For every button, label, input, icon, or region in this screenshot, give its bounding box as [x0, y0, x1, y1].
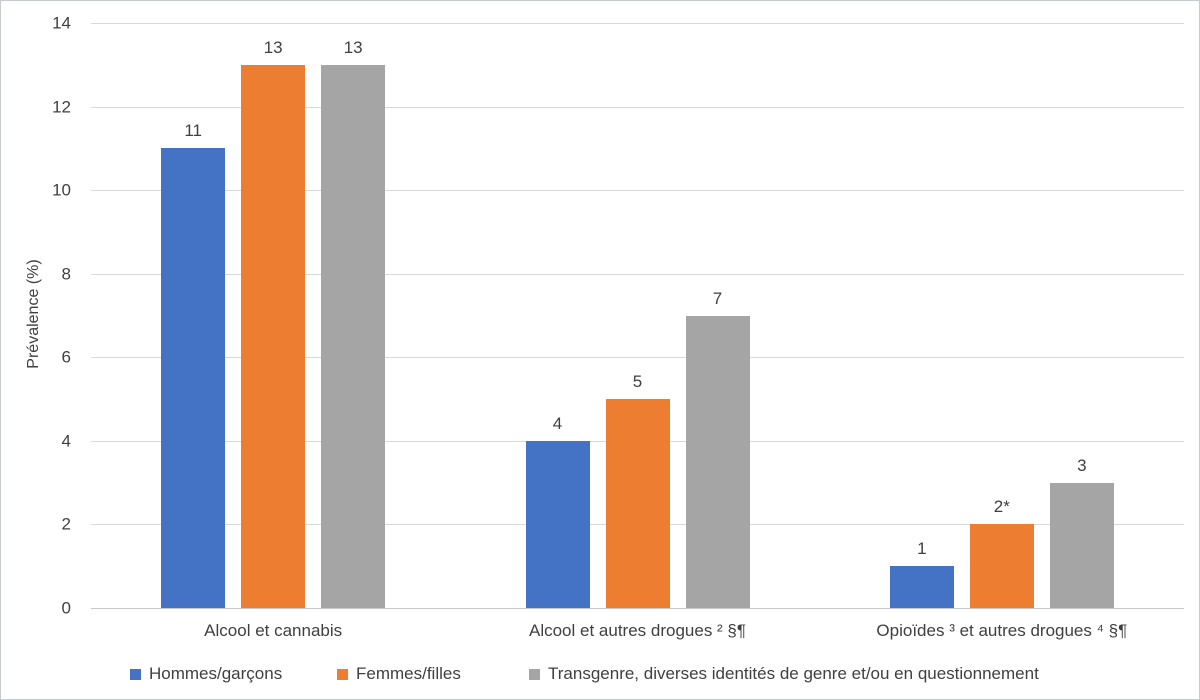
- gridline: [91, 190, 1184, 191]
- y-tick-label: 10: [52, 180, 71, 200]
- legend-label: Transgenre, diverses identités de genre …: [548, 664, 1039, 683]
- bar-value-label: 7: [712, 288, 723, 308]
- plot-area: 11 13 13 4 5 7 1 2* 3: [91, 23, 1184, 609]
- y-tick-label: 12: [52, 97, 71, 117]
- category-label: Alcool et autres drogues ² §¶: [528, 621, 747, 640]
- bar-value-label: 1: [917, 539, 927, 559]
- bar-value-label: 3: [1077, 455, 1087, 475]
- y-axis-tick-labels: 0 2 4 6 8 10 12 14: [1, 15, 71, 617]
- legend-label: Femmes/filles: [356, 664, 461, 683]
- legend-swatch-icon: [337, 669, 348, 680]
- bar-transgenre-1: [321, 64, 386, 608]
- bar-hommes-3: [889, 566, 954, 608]
- legend-swatch-icon: [130, 669, 141, 680]
- y-tick-label: 6: [61, 347, 71, 367]
- bar-femmes-1: [241, 64, 306, 608]
- bar-femmes-2: [605, 399, 670, 608]
- gridline: [91, 274, 1184, 275]
- y-tick-label: 14: [52, 13, 71, 33]
- x-axis-line: [91, 608, 1184, 609]
- bar-transgenre-3: [1049, 482, 1114, 608]
- category-label: Alcool et cannabis: [204, 621, 343, 640]
- bar-femmes-3: [969, 524, 1034, 608]
- bar-value-label: 11: [184, 121, 202, 141]
- legend-swatch-icon: [529, 669, 540, 680]
- bar-value-label: 13: [263, 37, 283, 57]
- bar-value-label: 2*: [993, 497, 1010, 517]
- bar-value-label: 5: [632, 372, 643, 392]
- gridline: [91, 107, 1184, 108]
- y-tick-label: 2: [61, 514, 71, 534]
- legend-item: Transgenre, diverses identités de genre …: [529, 664, 1039, 684]
- legend-item: Hommes/garçons: [130, 664, 282, 684]
- gridline: [91, 357, 1184, 358]
- y-tick-label: 4: [61, 431, 71, 451]
- bar-value-label: 4: [552, 413, 563, 433]
- bar-transgenre-2: [685, 315, 750, 608]
- bar-hommes-2: [525, 440, 590, 608]
- gridline: [91, 23, 1184, 24]
- legend: Hommes/garçons Femmes/filles Transgenre, d…: [1, 664, 1199, 688]
- bar-value-label: 13: [343, 37, 363, 57]
- category-label: Opioïdes ³ et autres drogues ⁴ §¶: [876, 621, 1128, 640]
- legend-label: Hommes/garçons: [149, 664, 283, 683]
- x-axis-category-labels: Alcool et cannabis Alcool et autres drogu…: [1, 621, 1199, 647]
- y-tick-label: 0: [61, 598, 71, 618]
- y-tick-label: 8: [61, 264, 71, 284]
- legend-item: Femmes/filles: [337, 664, 461, 684]
- bar-hommes-1: [161, 148, 226, 608]
